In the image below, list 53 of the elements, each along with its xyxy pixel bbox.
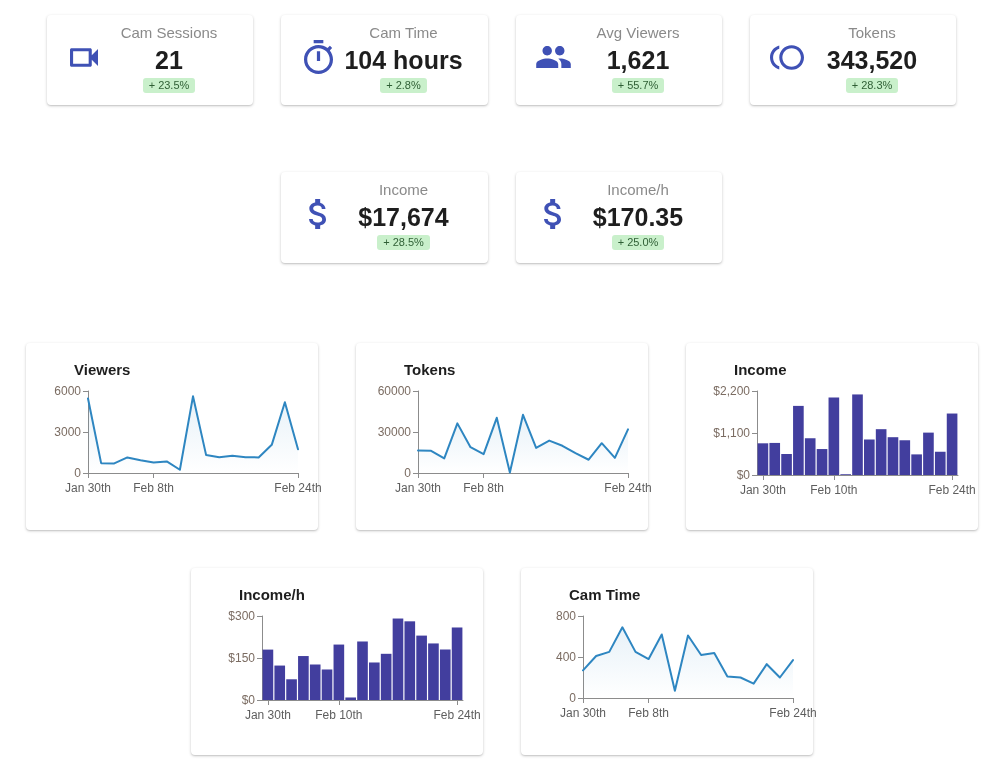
- x-tick-label: Jan 30th: [559, 706, 607, 720]
- y-tick-label: 30000: [377, 425, 412, 439]
- text: + 28.3%: [845, 78, 899, 93]
- x-tick-label: Feb 10th: [810, 483, 858, 497]
- chart-title: Viewers: [74, 361, 131, 378]
- y-tick-label: $2,200: [713, 384, 751, 398]
- x-tick-label: Jan 30th: [739, 483, 786, 497]
- y-tick-label: 800: [555, 609, 577, 623]
- chart-title: Cam Time: [569, 586, 641, 603]
- text: 1,621: [605, 45, 671, 75]
- y-tick-label: $0: [736, 468, 751, 482]
- y-tick-label: 6000: [54, 384, 82, 398]
- text: + 2.8%: [380, 78, 427, 93]
- text: Tokens: [847, 24, 897, 42]
- text: + 25.0%: [611, 235, 665, 250]
- y-tick-label: 0: [74, 466, 82, 480]
- y-tick-label: 0: [569, 691, 577, 705]
- x-tick-label: Feb 24th: [433, 708, 481, 722]
- text: + 23.5%: [142, 78, 196, 93]
- y-tick-label: 0: [404, 466, 412, 480]
- x-tick-label: Feb 10th: [315, 708, 363, 722]
- text: 343,520: [825, 45, 919, 75]
- y-tick-label: $300: [228, 609, 256, 623]
- x-tick-label: Jan 30th: [244, 708, 291, 722]
- x-tick-label: Feb 24th: [769, 706, 817, 720]
- chart-title: Income/h: [239, 586, 305, 603]
- x-tick-label: Jan 30th: [64, 481, 112, 495]
- text: Cam Sessions: [119, 24, 219, 42]
- text: $17,674: [357, 202, 450, 232]
- x-tick-label: Feb 8th: [133, 481, 174, 495]
- text: Cam Time: [368, 24, 439, 42]
- y-tick-label: 400: [555, 650, 577, 664]
- text: Avg Viewers: [595, 24, 681, 42]
- text: 21: [154, 45, 184, 75]
- text: $170.35: [591, 202, 685, 232]
- x-tick-label: Feb 24th: [928, 483, 976, 497]
- x-tick-label: Feb 8th: [463, 481, 504, 495]
- y-tick-label: $0: [241, 693, 256, 707]
- y-tick-label: 3000: [54, 425, 82, 439]
- text: Income: [377, 181, 430, 199]
- text: + 55.7%: [611, 78, 665, 93]
- y-tick-label: 60000: [377, 384, 412, 398]
- y-tick-label: $1,100: [713, 426, 751, 440]
- x-tick-label: Feb 24th: [604, 481, 652, 495]
- x-tick-label: Jan 30th: [394, 481, 442, 495]
- text: Income/h: [606, 181, 670, 199]
- text: + 28.5%: [377, 235, 430, 250]
- y-tick-label: $150: [228, 651, 256, 665]
- x-tick-label: Feb 8th: [628, 706, 669, 720]
- text: 104 hours: [343, 45, 464, 75]
- chart-title: Tokens: [404, 361, 456, 378]
- chart-title: Income: [734, 361, 787, 378]
- x-tick-label: Feb 24th: [274, 481, 322, 495]
